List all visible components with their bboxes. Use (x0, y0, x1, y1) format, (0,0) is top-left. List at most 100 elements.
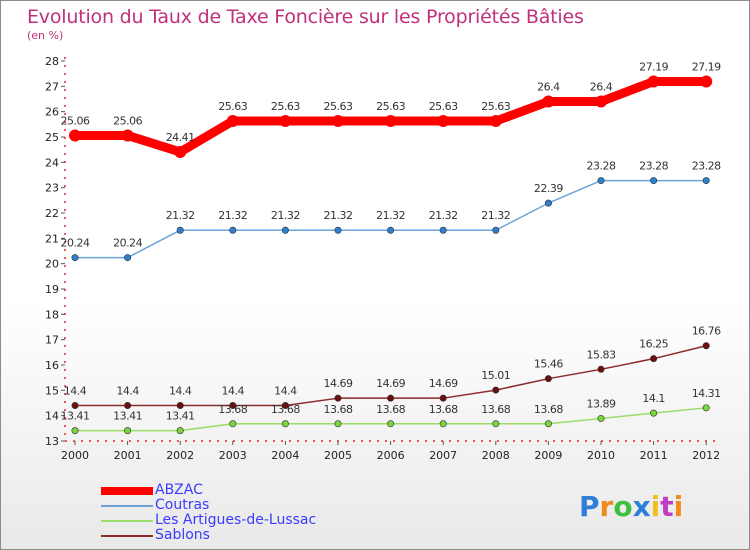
data-point-abzac (121, 129, 134, 142)
data-point-coutras (387, 226, 395, 234)
data-point-coutras (544, 199, 552, 207)
data-label-coutras: 21.32 (218, 209, 247, 222)
y-tick-label: 25 (45, 131, 59, 144)
x-tick-label: 2010 (587, 449, 615, 462)
logo-letter: t (660, 490, 674, 523)
logo-letter: P (579, 490, 600, 523)
x-tick-label: 2004 (271, 449, 299, 462)
data-point-coutras (229, 226, 237, 234)
data-label-sablons: 16.25 (639, 338, 668, 351)
data-point-coutras (597, 177, 605, 185)
data-point-sablons (387, 394, 395, 402)
y-tick-label: 17 (45, 334, 59, 347)
logo-letter: i (650, 490, 661, 523)
y-tick-label: 16 (45, 359, 59, 372)
data-point-sablons (124, 402, 132, 410)
data-label-abzac: 27.19 (639, 61, 668, 74)
data-point-abzac (647, 75, 660, 88)
logo-letter: o (613, 490, 633, 523)
x-tick-label: 2007 (429, 449, 457, 462)
x-tick-label: 2003 (219, 449, 247, 462)
data-point-coutras (439, 226, 447, 234)
y-tick-label: 27 (45, 80, 59, 93)
x-tick-label: 2012 (692, 449, 720, 462)
data-label-les-artigues-de-lussac: 13.68 (481, 403, 510, 416)
data-label-les-artigues-de-lussac: 13.68 (271, 403, 300, 416)
chart-subtitle: (en %) (27, 29, 64, 42)
y-tick-label: 19 (45, 283, 59, 296)
data-point-les-artigues-de-lussac (281, 420, 289, 428)
data-point-les-artigues-de-lussac (71, 427, 79, 435)
data-label-coutras: 22.39 (534, 182, 563, 195)
data-point-les-artigues-de-lussac (650, 409, 658, 417)
data-point-coutras (71, 254, 79, 262)
data-label-sablons: 14.69 (376, 377, 405, 390)
data-point-abzac (595, 95, 607, 108)
data-point-sablons (702, 342, 710, 350)
data-label-coutras: 21.32 (324, 209, 353, 222)
data-point-abzac (700, 75, 713, 88)
x-tick-label: 2002 (166, 449, 194, 462)
data-point-abzac (226, 115, 239, 128)
data-label-sablons: 15.01 (481, 369, 510, 382)
x-tick-label: 2008 (482, 449, 510, 462)
data-label-abzac: 25.63 (218, 100, 247, 113)
data-label-les-artigues-de-lussac: 14.1 (642, 392, 665, 405)
data-label-les-artigues-de-lussac: 13.68 (218, 403, 247, 416)
data-point-coutras (492, 226, 500, 234)
data-point-abzac (437, 115, 450, 128)
legend-label-coutras: Coutras (155, 497, 210, 513)
y-tick-label: 28 (45, 55, 59, 68)
data-point-les-artigues-de-lussac (176, 427, 184, 435)
data-point-sablons (597, 365, 605, 373)
data-point-sablons (439, 394, 447, 402)
data-label-sablons: 15.83 (587, 348, 616, 361)
data-label-les-artigues-de-lussac: 14.31 (692, 387, 721, 400)
y-tick-label: 24 (45, 156, 59, 169)
y-tick-label: 21 (45, 232, 59, 245)
data-label-sablons: 14.4 (274, 385, 297, 398)
data-label-sablons: 14.4 (116, 385, 139, 398)
data-label-abzac: 26.4 (590, 81, 613, 94)
data-label-coutras: 23.28 (639, 160, 668, 173)
data-label-les-artigues-de-lussac: 13.89 (587, 397, 616, 410)
legend-label-abzac: ABZAC (155, 482, 203, 498)
series-layer (69, 75, 713, 435)
data-point-les-artigues-de-lussac (124, 427, 132, 435)
data-label-les-artigues-de-lussac: 13.68 (324, 403, 353, 416)
data-point-les-artigues-de-lussac (702, 404, 710, 412)
y-tick-label: 26 (45, 106, 59, 119)
data-point-coutras (334, 226, 342, 234)
data-point-sablons (492, 386, 500, 394)
data-point-sablons (544, 375, 552, 383)
y-tick-label: 18 (45, 308, 59, 321)
data-label-sablons: 14.4 (222, 385, 245, 398)
data-label-coutras: 21.32 (166, 209, 195, 222)
legend-swatch-coutras (101, 505, 153, 507)
data-point-les-artigues-de-lussac (492, 420, 500, 428)
data-point-abzac (174, 145, 187, 158)
chart-axes: 13 14 15 16 17 18 19 20 21 22 23 24 25 26 27 28 2000 2001… (45, 55, 720, 462)
y-tick-label: 23 (45, 182, 59, 195)
legend-label-sablons: Sablons (155, 527, 210, 543)
data-label-abzac: 24.41 (166, 131, 195, 144)
data-label-abzac: 25.06 (113, 114, 142, 127)
legend-label-les-artigues-de-lussac: Les Artigues-de-Lussac (155, 512, 317, 528)
logo-letter: x (632, 490, 651, 523)
data-point-abzac (279, 115, 292, 128)
data-label-les-artigues-de-lussac: 13.41 (166, 410, 195, 423)
data-point-abzac (489, 115, 502, 128)
data-label-coutras: 21.32 (271, 209, 300, 222)
proxiti-logo: Proxiti (579, 490, 683, 523)
data-label-abzac: 25.63 (376, 100, 405, 113)
y-tick-label: 20 (45, 258, 59, 271)
data-labels-layer: 14.4 14.4 14.4 14.4 14.4 14.69 14.69 14.69 15.01… (61, 61, 722, 423)
data-label-les-artigues-de-lussac: 13.41 (61, 410, 90, 423)
data-label-coutras: 21.32 (429, 209, 458, 222)
y-tick-label: 13 (45, 435, 59, 448)
data-point-les-artigues-de-lussac (439, 420, 447, 428)
data-point-coutras (176, 226, 184, 234)
data-point-sablons (334, 394, 342, 402)
